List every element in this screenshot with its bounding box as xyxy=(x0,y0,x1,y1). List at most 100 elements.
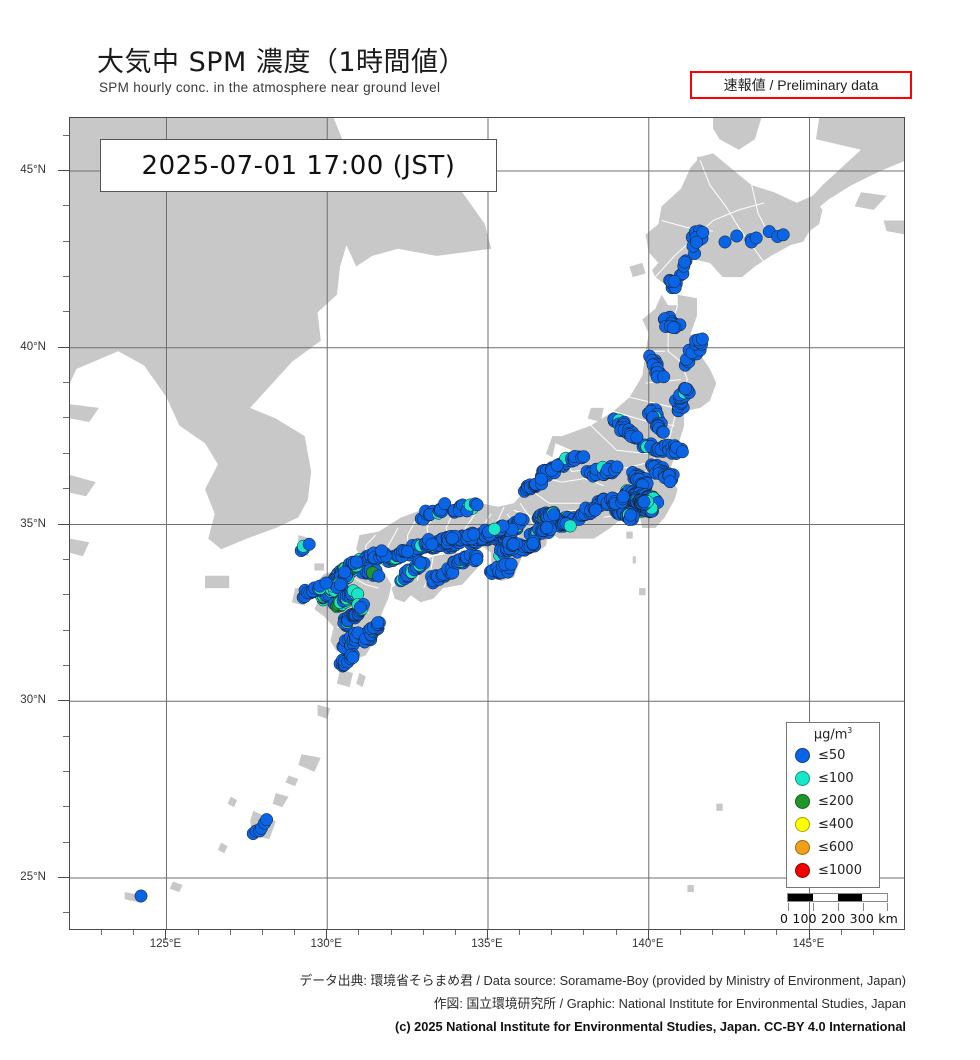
station-point-36-17[interactable] xyxy=(438,497,452,511)
station-point-0-13[interactable] xyxy=(696,225,710,239)
preliminary-data-badge: 速報値 / Preliminary data xyxy=(690,71,912,99)
lon-tick-mark-135 xyxy=(487,930,488,940)
lat-tick-mark-30 xyxy=(58,700,69,702)
legend-swatch-icon xyxy=(795,748,810,764)
datetime-label: 2025-07-01 17:00 (JST) xyxy=(100,139,497,192)
station-point-33-33[interactable] xyxy=(467,527,481,541)
legend-item-4[interactable]: ≤600 xyxy=(787,836,879,859)
station-point-22-25[interactable] xyxy=(588,503,602,517)
station-point-1-6[interactable] xyxy=(678,255,692,269)
station-point-48-29[interactable] xyxy=(353,600,367,614)
station-point-2-7[interactable] xyxy=(776,228,790,242)
lon-tick-minor xyxy=(422,930,424,935)
station-point-21-15[interactable] xyxy=(534,472,548,486)
station-point-38-25[interactable] xyxy=(400,545,414,559)
legend-item-0[interactable]: ≤50 xyxy=(787,744,879,767)
lat-tick-minor xyxy=(63,488,69,490)
legend-item-3[interactable]: ≤400 xyxy=(787,813,879,836)
lat-tick-minor xyxy=(63,417,69,419)
station-point-11-33[interactable] xyxy=(663,475,677,489)
station-point-53-3[interactable] xyxy=(302,537,316,551)
page-subtitle: SPM hourly conc. in the atmosphere near … xyxy=(99,80,441,95)
map-canvas xyxy=(70,118,904,929)
station-point-7-23[interactable] xyxy=(679,382,692,396)
station-point-19-19[interactable] xyxy=(577,450,591,464)
tanegashima-yaku xyxy=(336,669,353,688)
hachijojima xyxy=(639,588,646,596)
station-point-44-45[interactable] xyxy=(349,555,363,569)
station-point-30-25[interactable] xyxy=(506,537,520,551)
station-point-45-51[interactable] xyxy=(338,565,352,579)
station-point-6-15[interactable] xyxy=(657,370,671,384)
station-point-50-19[interactable] xyxy=(371,616,385,630)
station-point-51-11[interactable] xyxy=(346,651,360,664)
station-point-5-15[interactable] xyxy=(695,332,709,346)
iki-island xyxy=(314,563,324,571)
lat-tick-minor xyxy=(63,382,69,384)
lat-tick-minor xyxy=(63,558,69,560)
kuril-islands xyxy=(809,118,904,210)
legend-item-label: ≤100 xyxy=(818,771,854,787)
lat-tick-minor xyxy=(63,806,69,808)
station-point-31-15[interactable] xyxy=(504,557,518,571)
station-point-18-25[interactable] xyxy=(610,460,624,474)
station-point-15-69[interactable] xyxy=(637,495,651,509)
station-point-35-29[interactable] xyxy=(425,537,439,551)
station-point-42-17[interactable] xyxy=(470,553,484,567)
station-point-54-5[interactable] xyxy=(260,813,274,827)
scale-tick-300 xyxy=(863,903,865,911)
shandong-tip xyxy=(70,404,99,422)
station-point-55-0[interactable] xyxy=(134,889,148,903)
legend-item-5[interactable]: ≤1000 xyxy=(787,859,879,882)
station-point-1-9[interactable] xyxy=(690,235,703,249)
legend-item-label: ≤1000 xyxy=(818,863,862,879)
lat-tick-minor xyxy=(63,311,69,313)
lat-tick-minor xyxy=(63,276,69,278)
station-point-3-4[interactable] xyxy=(667,274,681,288)
sado-island xyxy=(587,407,604,422)
station-point-39-23[interactable] xyxy=(375,544,389,558)
lon-tick-mark-140 xyxy=(647,930,649,940)
lon-tick-mark-145 xyxy=(808,930,810,940)
station-point-10-25[interactable] xyxy=(630,430,644,444)
station-point-8-21[interactable] xyxy=(656,425,670,439)
station-point-43-29[interactable] xyxy=(372,569,386,583)
station-point-27-39[interactable] xyxy=(513,512,527,526)
station-point-20-17[interactable] xyxy=(550,458,564,472)
station-point-9-29[interactable] xyxy=(675,445,689,459)
amami-north xyxy=(317,704,331,719)
lon-tick-minor xyxy=(133,930,135,935)
station-point-25-25[interactable] xyxy=(540,521,554,535)
scale-tick-0 xyxy=(788,903,790,911)
lon-tick-mark-130 xyxy=(326,930,328,940)
etorofu-tip xyxy=(883,220,904,235)
station-point-4-13[interactable] xyxy=(666,321,680,335)
station-point-37-15[interactable] xyxy=(470,498,484,512)
lat-tick-label-25: 25°N xyxy=(20,870,46,883)
prefecture-border-5 xyxy=(590,425,649,455)
legend-swatch-icon xyxy=(795,817,810,833)
station-point-24-33[interactable] xyxy=(547,508,561,522)
station-point-34-29[interactable] xyxy=(445,531,459,545)
station-point-52-13[interactable] xyxy=(319,576,333,590)
station-point-32-33[interactable] xyxy=(487,522,501,536)
station-point-2-4[interactable] xyxy=(749,231,763,245)
station-point-40-21[interactable] xyxy=(414,556,428,570)
footer-data-source: データ出典: 環境省そらまめ君 / Data source: Soramame-… xyxy=(299,973,906,988)
station-point-17-29[interactable] xyxy=(616,490,630,504)
legend-item-1[interactable]: ≤100 xyxy=(787,767,879,790)
station-point-2-1[interactable] xyxy=(730,229,744,243)
station-point-2-0[interactable] xyxy=(718,235,732,249)
izu-oshima xyxy=(626,531,633,539)
lon-tick-minor xyxy=(294,930,296,935)
concentration-legend: µg/m3 ≤50 ≤100 ≤200 ≤400 ≤600 ≤1000 xyxy=(786,722,880,888)
station-point-26-19[interactable] xyxy=(526,537,540,550)
station-point-16-45[interactable] xyxy=(624,508,638,522)
map-plot-area[interactable] xyxy=(69,117,905,930)
ogasawara xyxy=(716,803,723,811)
hokkaido xyxy=(645,153,823,285)
legend-item-2[interactable]: ≤200 xyxy=(787,790,879,813)
station-point-46-45[interactable] xyxy=(333,578,347,591)
station-point-23-35[interactable] xyxy=(563,519,577,533)
